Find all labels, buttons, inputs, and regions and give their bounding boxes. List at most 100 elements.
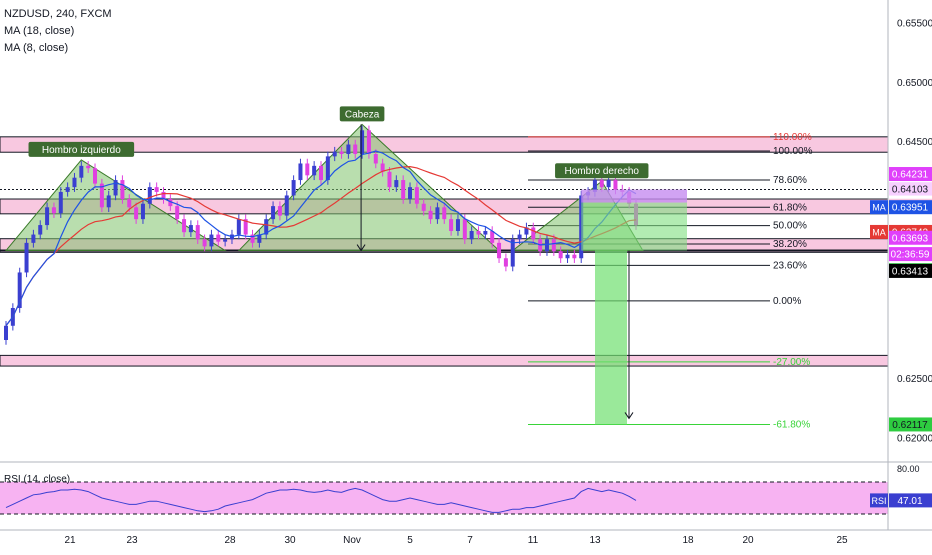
candle[interactable]: [168, 199, 173, 207]
candle[interactable]: [140, 203, 145, 220]
candle[interactable]: [558, 251, 563, 259]
candle[interactable]: [79, 165, 84, 178]
candle[interactable]: [510, 239, 515, 267]
price-tag[interactable]: [889, 263, 932, 278]
head-label[interactable]: Cabeza: [339, 106, 385, 122]
candle[interactable]: [394, 180, 399, 188]
candle[interactable]: [373, 154, 378, 164]
candle[interactable]: [223, 239, 228, 242]
right-shoulder-label[interactable]: Hombro derecho: [555, 163, 649, 179]
candle[interactable]: [182, 219, 187, 233]
candle[interactable]: [271, 206, 276, 220]
candle[interactable]: [332, 151, 337, 157]
candle[interactable]: [195, 225, 200, 240]
candle[interactable]: [531, 227, 536, 240]
projection-bar[interactable]: [595, 250, 627, 425]
candle[interactable]: [414, 187, 419, 204]
candle[interactable]: [99, 183, 104, 208]
candle[interactable]: [551, 239, 556, 252]
candle[interactable]: [277, 206, 282, 216]
candle[interactable]: [284, 195, 289, 216]
head-triangle[interactable]: [237, 123, 501, 252]
ma18-line[interactable]: [5, 165, 637, 327]
left-shoulder-label[interactable]: Hombro izquierdo: [28, 141, 135, 157]
candle[interactable]: [161, 191, 166, 200]
candle[interactable]: [17, 272, 22, 308]
candle[interactable]: [134, 207, 139, 220]
candle[interactable]: [469, 231, 474, 240]
candle[interactable]: [319, 165, 323, 181]
candle[interactable]: [216, 234, 221, 242]
ma8-legend[interactable]: MA (8, close): [4, 42, 69, 54]
candle[interactable]: [497, 242, 502, 259]
candle[interactable]: [147, 187, 152, 204]
candle[interactable]: [366, 130, 371, 154]
candle[interactable]: [572, 254, 577, 259]
candle[interactable]: [408, 187, 413, 200]
price-tag[interactable]: [889, 182, 932, 197]
ma8-line[interactable]: [5, 150, 637, 327]
candle[interactable]: [58, 191, 63, 214]
candle[interactable]: [387, 171, 392, 188]
candle[interactable]: [380, 163, 385, 172]
candle[interactable]: [599, 180, 604, 188]
candle[interactable]: [120, 180, 125, 200]
candle[interactable]: [490, 231, 495, 243]
candle[interactable]: [401, 180, 406, 200]
candle[interactable]: [209, 234, 214, 247]
rsi-value-tag[interactable]: [889, 493, 932, 508]
target-box[interactable]: [581, 202, 687, 251]
candle[interactable]: [524, 227, 529, 235]
candle[interactable]: [106, 195, 111, 208]
candle[interactable]: [346, 144, 351, 154]
candle[interactable]: [312, 165, 317, 176]
candle[interactable]: [298, 163, 303, 181]
candle[interactable]: [51, 207, 56, 214]
candle[interactable]: [503, 258, 508, 267]
candle[interactable]: [38, 225, 43, 235]
symbol-title[interactable]: NZDUSD, 240, FXCM: [4, 8, 112, 20]
candle[interactable]: [65, 187, 70, 192]
candle[interactable]: [421, 203, 426, 211]
price-tag[interactable]: [889, 230, 932, 245]
candle[interactable]: [127, 199, 132, 208]
candle[interactable]: [202, 239, 207, 247]
candle[interactable]: [86, 165, 91, 169]
candle[interactable]: [483, 231, 488, 235]
candle[interactable]: [24, 242, 29, 273]
candle[interactable]: [428, 210, 433, 220]
candle[interactable]: [264, 219, 269, 235]
stop-box[interactable]: [581, 189, 687, 203]
candle[interactable]: [250, 234, 255, 243]
candle[interactable]: [592, 180, 597, 192]
candle[interactable]: [305, 163, 310, 176]
rsi-legend[interactable]: RSI (14, close): [4, 474, 71, 485]
ma18-legend[interactable]: MA (18, close): [4, 25, 75, 37]
candle[interactable]: [236, 219, 241, 235]
candle[interactable]: [442, 207, 447, 220]
sr-zone-3[interactable]: [0, 354, 889, 367]
price-tag[interactable]: [889, 247, 932, 262]
price-tag[interactable]: [889, 417, 932, 432]
candle[interactable]: [72, 177, 77, 188]
candle[interactable]: [31, 234, 36, 243]
candle[interactable]: [613, 180, 618, 190]
candle[interactable]: [360, 130, 365, 154]
candle[interactable]: [325, 156, 330, 181]
candle[interactable]: [45, 207, 50, 226]
left-shoulder-triangle[interactable]: [4, 159, 227, 252]
candle[interactable]: [462, 219, 467, 240]
candle[interactable]: [113, 180, 118, 196]
candle[interactable]: [93, 168, 98, 184]
candle[interactable]: [606, 180, 611, 188]
candle[interactable]: [188, 225, 193, 233]
candle[interactable]: [175, 206, 180, 220]
candle[interactable]: [476, 231, 481, 235]
candle[interactable]: [544, 239, 549, 252]
candle[interactable]: [291, 180, 296, 196]
candle[interactable]: [243, 219, 248, 235]
rsi-line[interactable]: [5, 487, 637, 513]
candle[interactable]: [449, 219, 454, 231]
candle[interactable]: [339, 151, 344, 154]
